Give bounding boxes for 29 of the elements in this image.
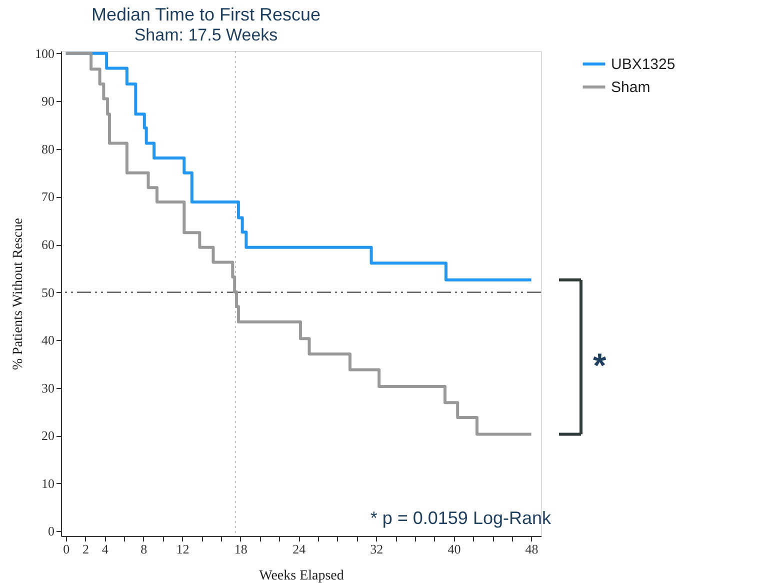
x-tick-label: 2 [82, 542, 89, 556]
x-tick-label: 18 [234, 542, 248, 556]
annotation: * p = 0.0159 Log-Rank [370, 508, 552, 528]
y-axis-title: % Patients Without Rescue [11, 218, 26, 370]
x-tick-label: 40 [448, 542, 461, 556]
legend-label: UBX1325 [611, 56, 676, 73]
y-tick-label: 100 [35, 46, 54, 61]
x-tick-label: 48 [525, 542, 538, 556]
y-tick-label: 80 [42, 141, 54, 156]
chart-title: Median Time to First Rescue [91, 4, 321, 24]
x-tick-label: 12 [176, 542, 190, 556]
x-tick-label: 4 [102, 542, 109, 556]
x-tick-label: 0 [63, 542, 70, 556]
y-tick-label: 10 [42, 476, 54, 491]
text: * [593, 347, 607, 386]
y-tick-label: 30 [42, 380, 54, 396]
y-tick-label: 0 [48, 524, 54, 539]
y-tick-label: 40 [42, 332, 54, 348]
y-tick-label: 70 [42, 189, 54, 204]
y-tick-label: 50 [42, 284, 54, 300]
x-tick-label: 32 [370, 542, 384, 556]
x-axis-title: Weeks Elapsed [259, 568, 344, 583]
legend-label: Sham [611, 79, 650, 96]
chart-subtitle: Sham: 17.5 Weeks [134, 25, 278, 44]
x-tick-label: 24 [292, 542, 306, 556]
y-tick-label: 90 [42, 94, 54, 109]
x-tick-label: 8 [140, 542, 148, 556]
y-tick-label: 60 [42, 237, 54, 252]
y-tick-label: 20 [42, 428, 54, 444]
